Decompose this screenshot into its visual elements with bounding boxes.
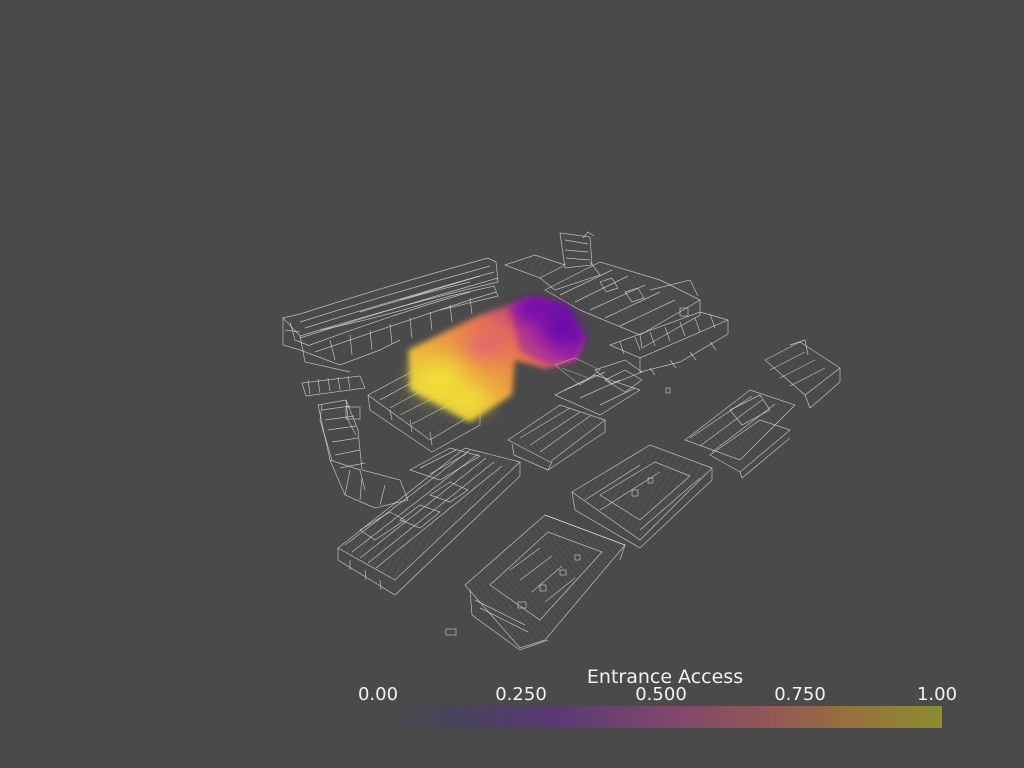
wireframe-overlap <box>554 357 601 386</box>
colorbar-tick-label: 1.00 <box>916 684 958 705</box>
colorbar-title: Entrance Access <box>586 666 744 688</box>
colorbar-gradient <box>385 706 942 728</box>
heatmap-building <box>402 296 588 422</box>
colorbar-tick-label: 0.00 <box>357 684 399 705</box>
colorbar-tick-label: 0.500 <box>635 684 687 705</box>
colorbar-tick-label: 0.750 <box>774 684 826 705</box>
building-block-center <box>507 359 643 471</box>
building-block-east-courtyard <box>571 444 713 549</box>
colorbar: Entrance Access 0.00 0.250 0.500 0.750 1… <box>355 664 958 734</box>
building-curved-structure <box>282 257 499 373</box>
building-block-southwest <box>337 447 521 596</box>
building-row-small <box>301 375 366 397</box>
building-small-kiosk <box>445 628 457 636</box>
wireframe-buildings <box>282 231 841 651</box>
building-cluster-east <box>684 339 841 479</box>
building-left-slab <box>317 399 409 509</box>
building-block-north <box>503 231 701 349</box>
building-row-northeast <box>604 311 730 394</box>
building-block-south-courtyard <box>464 514 626 651</box>
colorbar-tick-label: 0.250 <box>495 684 547 705</box>
